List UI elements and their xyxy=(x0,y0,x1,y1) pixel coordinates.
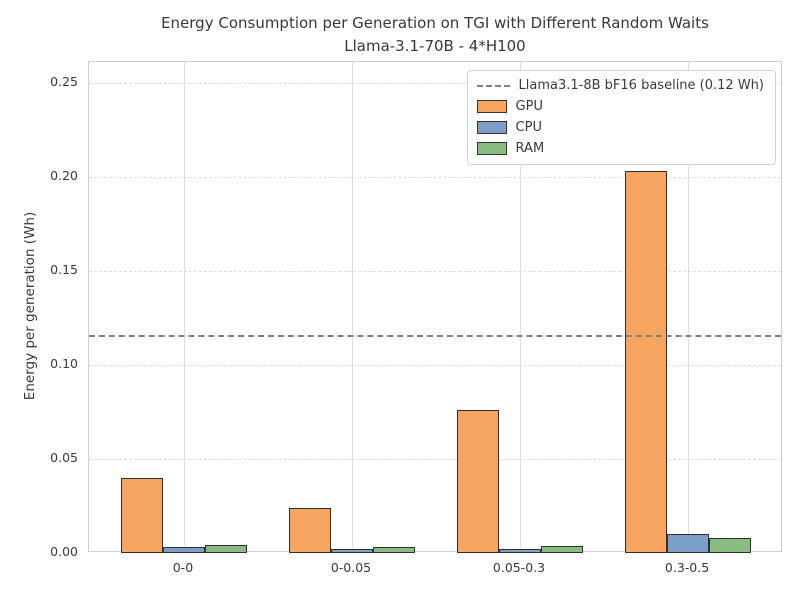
bar-gpu-0-0.05[interactable] xyxy=(288,507,331,553)
legend: Llama3.1-8B bF16 baseline (0.12 Wh) GPU … xyxy=(466,70,776,165)
y-gridline xyxy=(89,364,781,366)
chart-title: Energy Consumption per Generation on TGI… xyxy=(88,12,782,59)
x-tick-label: 0.3-0.5 xyxy=(664,560,710,575)
legend-label-ram: RAM xyxy=(515,141,545,156)
bar-cpu-0-0.05[interactable] xyxy=(330,549,373,553)
x-tick-label: 0.05-0.3 xyxy=(492,560,546,575)
x-gridline xyxy=(520,62,522,551)
bar-ram-0-0[interactable] xyxy=(204,544,247,553)
bar-ram-0.3-0.5[interactable] xyxy=(709,537,752,553)
bar-gpu-0-0[interactable] xyxy=(120,477,163,553)
chart-title-line2: Llama-3.1-70B - 4*H100 xyxy=(344,37,526,56)
ram-swatch-icon xyxy=(476,142,507,155)
bar-cpu-0-0[interactable] xyxy=(162,547,205,553)
x-tick-label: 0-0 xyxy=(172,560,194,575)
legend-label-cpu: CPU xyxy=(515,120,542,135)
y-tick-label: 0.00 xyxy=(50,544,78,559)
bar-cpu-0.05-0.3[interactable] xyxy=(499,549,541,553)
y-tick-label: 0.20 xyxy=(50,167,78,183)
baseline-dashed-line-icon xyxy=(476,84,510,87)
x-tick-label: 0-0.05 xyxy=(330,560,372,575)
bar-gpu-0.05-0.3[interactable] xyxy=(457,410,499,553)
legend-label-baseline: Llama3.1-8B bF16 baseline (0.12 Wh) xyxy=(518,78,764,93)
legend-label-gpu: GPU xyxy=(515,99,543,114)
y-tick-label: 0.10 xyxy=(50,355,78,371)
bar-cpu-0.3-0.5[interactable] xyxy=(667,534,710,553)
bar-ram-0.05-0.3[interactable] xyxy=(541,546,584,553)
x-gridline xyxy=(688,62,690,551)
legend-row-gpu: GPU xyxy=(476,99,764,114)
plot-area: Llama3.1-8B bF16 baseline (0.12 Wh) GPU … xyxy=(88,61,782,553)
x-gridline xyxy=(183,62,186,551)
y-tick-label: 0.05 xyxy=(50,449,78,465)
y-gridline xyxy=(89,82,781,84)
legend-row-baseline: Llama3.1-8B bF16 baseline (0.12 Wh) xyxy=(476,78,764,93)
x-gridline xyxy=(351,62,354,551)
cpu-swatch-icon xyxy=(476,121,507,134)
y-tick-label: 0.25 xyxy=(50,73,78,89)
y-tick-label: 0.15 xyxy=(50,261,78,277)
bar-gpu-0.3-0.5[interactable] xyxy=(625,171,668,553)
chart-title-line1: Energy Consumption per Generation on TGI… xyxy=(161,14,709,32)
baseline-line xyxy=(89,334,781,337)
y-gridline xyxy=(89,458,781,460)
y-gridline xyxy=(89,176,781,178)
y-axis-label: Energy per generation (Wh) xyxy=(22,211,38,401)
bar-ram-0-0.05[interactable] xyxy=(372,547,415,553)
gpu-swatch-icon xyxy=(476,100,507,113)
legend-row-cpu: CPU xyxy=(476,120,764,135)
y-gridline xyxy=(89,270,781,272)
legend-row-ram: RAM xyxy=(476,141,764,156)
